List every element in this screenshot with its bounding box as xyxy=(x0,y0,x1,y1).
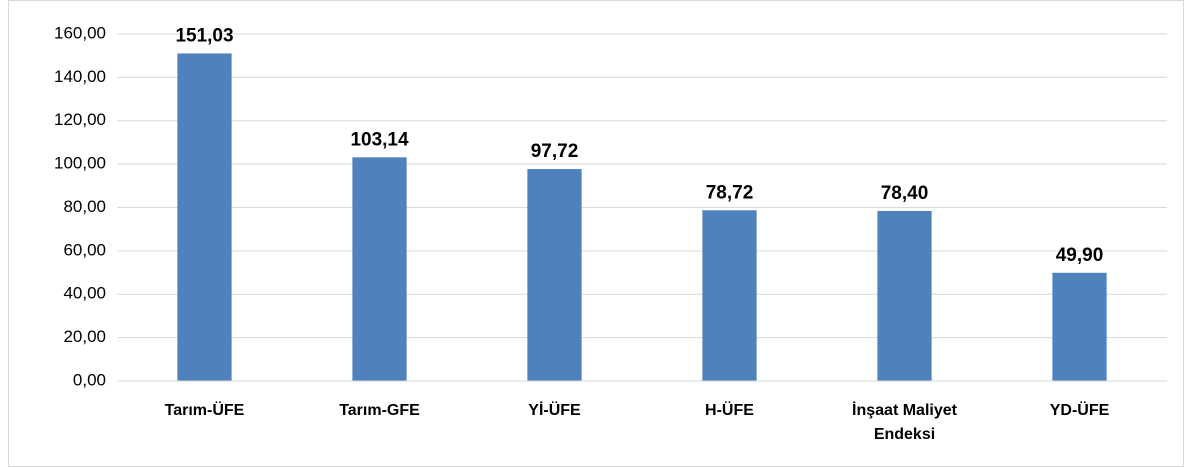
bar xyxy=(1052,272,1107,381)
value-label: 97,72 xyxy=(531,141,579,162)
y-tick-label: 140,00 xyxy=(54,67,106,86)
value-label: 103,14 xyxy=(350,129,409,150)
value-label: 151,03 xyxy=(175,25,233,46)
x-tick-label: YD-ÜFE xyxy=(1050,400,1110,419)
x-tick-label: H-ÜFE xyxy=(705,400,754,419)
bar xyxy=(877,210,932,381)
y-tick-label: 120,00 xyxy=(54,110,106,129)
bar xyxy=(177,53,232,382)
y-tick-label: 80,00 xyxy=(63,197,106,216)
x-tick-label: Tarım-ÜFE xyxy=(165,400,245,419)
value-label: 49,90 xyxy=(1056,245,1104,266)
x-tick-label: İnşaat Maliyet Endeksi xyxy=(852,401,958,443)
y-tick-label: 0,00 xyxy=(73,370,106,389)
bar xyxy=(702,210,757,381)
value-label: 78,72 xyxy=(706,182,754,203)
y-tick-label: 100,00 xyxy=(54,154,106,173)
x-tick-label: Yİ-ÜFE xyxy=(528,400,581,419)
y-tick-label: 160,00 xyxy=(54,23,106,42)
bar xyxy=(352,157,407,381)
x-tick-label: Tarım-GFE xyxy=(339,402,420,419)
value-label: 78,40 xyxy=(881,183,929,204)
bar xyxy=(527,169,582,381)
y-tick-label: 20,00 xyxy=(63,327,106,346)
y-tick-label: 40,00 xyxy=(63,284,106,303)
y-tick-label: 60,00 xyxy=(63,240,106,259)
